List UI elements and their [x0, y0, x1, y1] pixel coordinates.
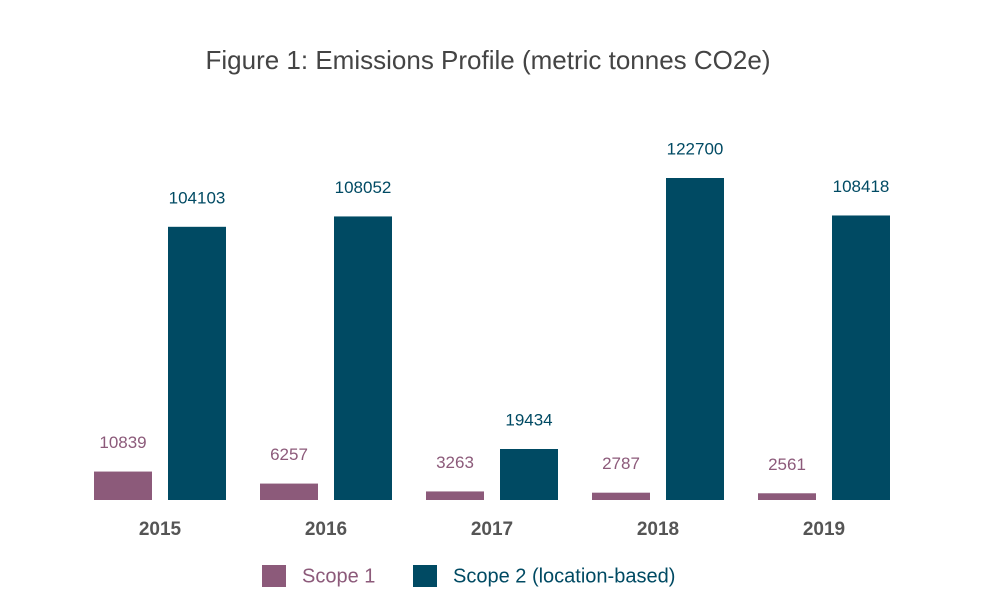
data-label: 2787 [602, 454, 640, 473]
data-label: 10839 [99, 433, 146, 452]
legend-swatch [262, 565, 286, 587]
bar [168, 226, 226, 500]
legend-swatch [413, 565, 437, 587]
x-tick-label: 2017 [471, 519, 513, 540]
bar [832, 215, 890, 500]
x-tick-label: 2018 [637, 519, 679, 540]
chart-title: Figure 1: Emissions Profile (metric tonn… [206, 45, 771, 75]
bar [758, 493, 816, 500]
bar [666, 178, 724, 500]
data-label: 108418 [833, 177, 890, 196]
bar [500, 448, 558, 500]
bar [94, 471, 152, 500]
data-label: 122700 [667, 139, 724, 158]
x-tick-label: 2015 [139, 519, 182, 540]
legend-label: Scope 2 (location-based) [453, 565, 675, 587]
bar [426, 491, 484, 500]
legend-label: Scope 1 [302, 565, 375, 587]
data-label: 108052 [335, 178, 392, 197]
bar [592, 492, 650, 500]
data-label: 3263 [436, 453, 474, 472]
data-label: 6257 [270, 445, 308, 464]
data-label: 19434 [505, 410, 552, 429]
x-tick-label: 2016 [305, 519, 347, 540]
bar [334, 216, 392, 500]
x-tick-label: 2019 [803, 519, 845, 540]
data-label: 104103 [169, 188, 226, 207]
bar [260, 483, 318, 500]
data-label: 2561 [768, 455, 806, 474]
